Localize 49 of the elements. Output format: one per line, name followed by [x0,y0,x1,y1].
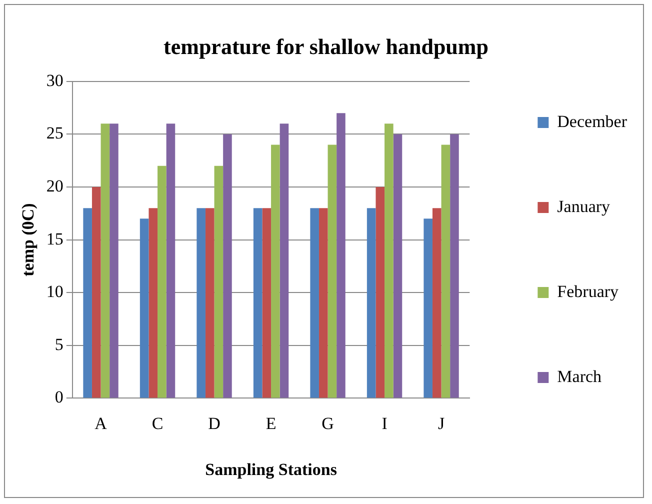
bar [205,208,214,398]
bar [140,218,149,398]
bar [450,134,459,398]
bar [376,187,385,398]
legend-label: January [557,196,611,216]
bar [336,113,346,398]
bar [271,144,280,398]
bar [92,187,101,398]
y-tick-label: 15 [46,229,64,248]
x-tick-label: D [208,414,220,433]
legend-label: December [557,112,628,131]
y-tick-label: 5 [54,334,64,354]
bar [100,124,110,398]
x-tick-label: J [438,414,445,433]
y-tick-label: 30 [46,70,64,90]
bar [424,218,432,398]
bar [196,208,206,398]
bar [262,208,272,398]
chart-title: temprature for shallow handpump [164,34,488,59]
bar [158,166,166,398]
y-tick-label: 25 [46,124,64,143]
bar [393,134,402,398]
x-tick-label: C [152,414,164,433]
bar [310,208,319,398]
bar [384,124,394,398]
bar [148,208,158,398]
bar [366,208,376,398]
bar [166,124,176,398]
y-axis-title: temp (0C) [18,203,38,276]
bar [223,134,232,398]
y-tick-label: 10 [46,282,64,302]
bar [214,166,224,398]
bar [83,208,92,398]
legend-label: March [557,366,602,386]
y-tick-label: 0 [54,388,64,407]
legend-label: February [557,282,620,301]
x-tick-label: E [266,414,276,433]
bar [253,208,262,398]
bar [318,208,328,398]
x-axis-title: Sampling Stations [205,460,338,480]
bar [328,144,337,398]
x-tick-label: A [94,414,108,433]
bar [280,124,289,398]
bar [441,144,450,398]
bar [110,124,118,398]
bar [432,208,442,398]
x-tick-label: I [382,414,388,433]
x-tick-label: G [322,414,334,433]
y-tick-label: 20 [46,176,64,196]
